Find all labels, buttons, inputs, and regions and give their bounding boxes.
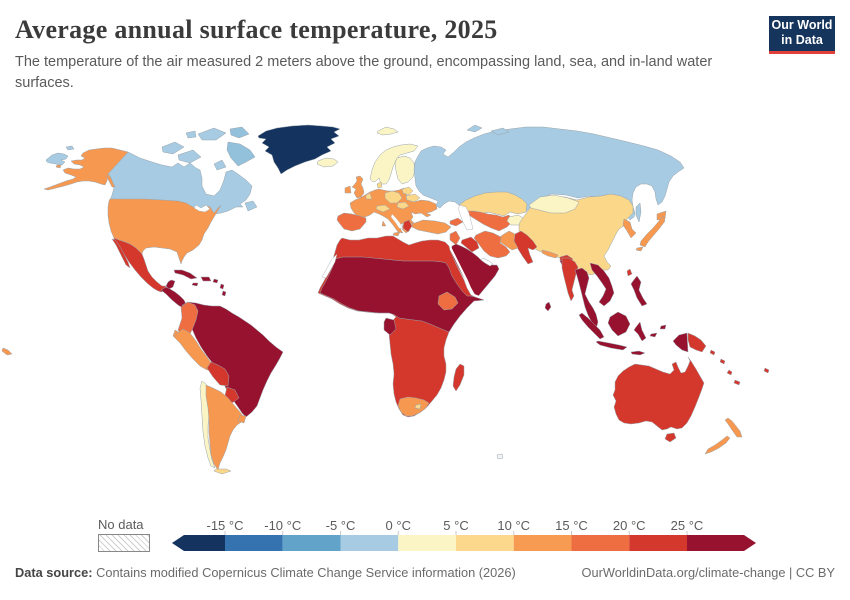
svg-text:20 °C: 20 °C: [613, 518, 646, 533]
svg-text:25 °C: 25 °C: [671, 518, 704, 533]
svg-text:10 °C: 10 °C: [497, 518, 530, 533]
svg-text:-5 °C: -5 °C: [326, 518, 356, 533]
svg-text:5 °C: 5 °C: [443, 518, 468, 533]
svg-text:0 °C: 0 °C: [386, 518, 411, 533]
svg-text:-10 °C: -10 °C: [264, 518, 301, 533]
svg-text:-15 °C: -15 °C: [207, 518, 244, 533]
svg-text:15 °C: 15 °C: [555, 518, 588, 533]
